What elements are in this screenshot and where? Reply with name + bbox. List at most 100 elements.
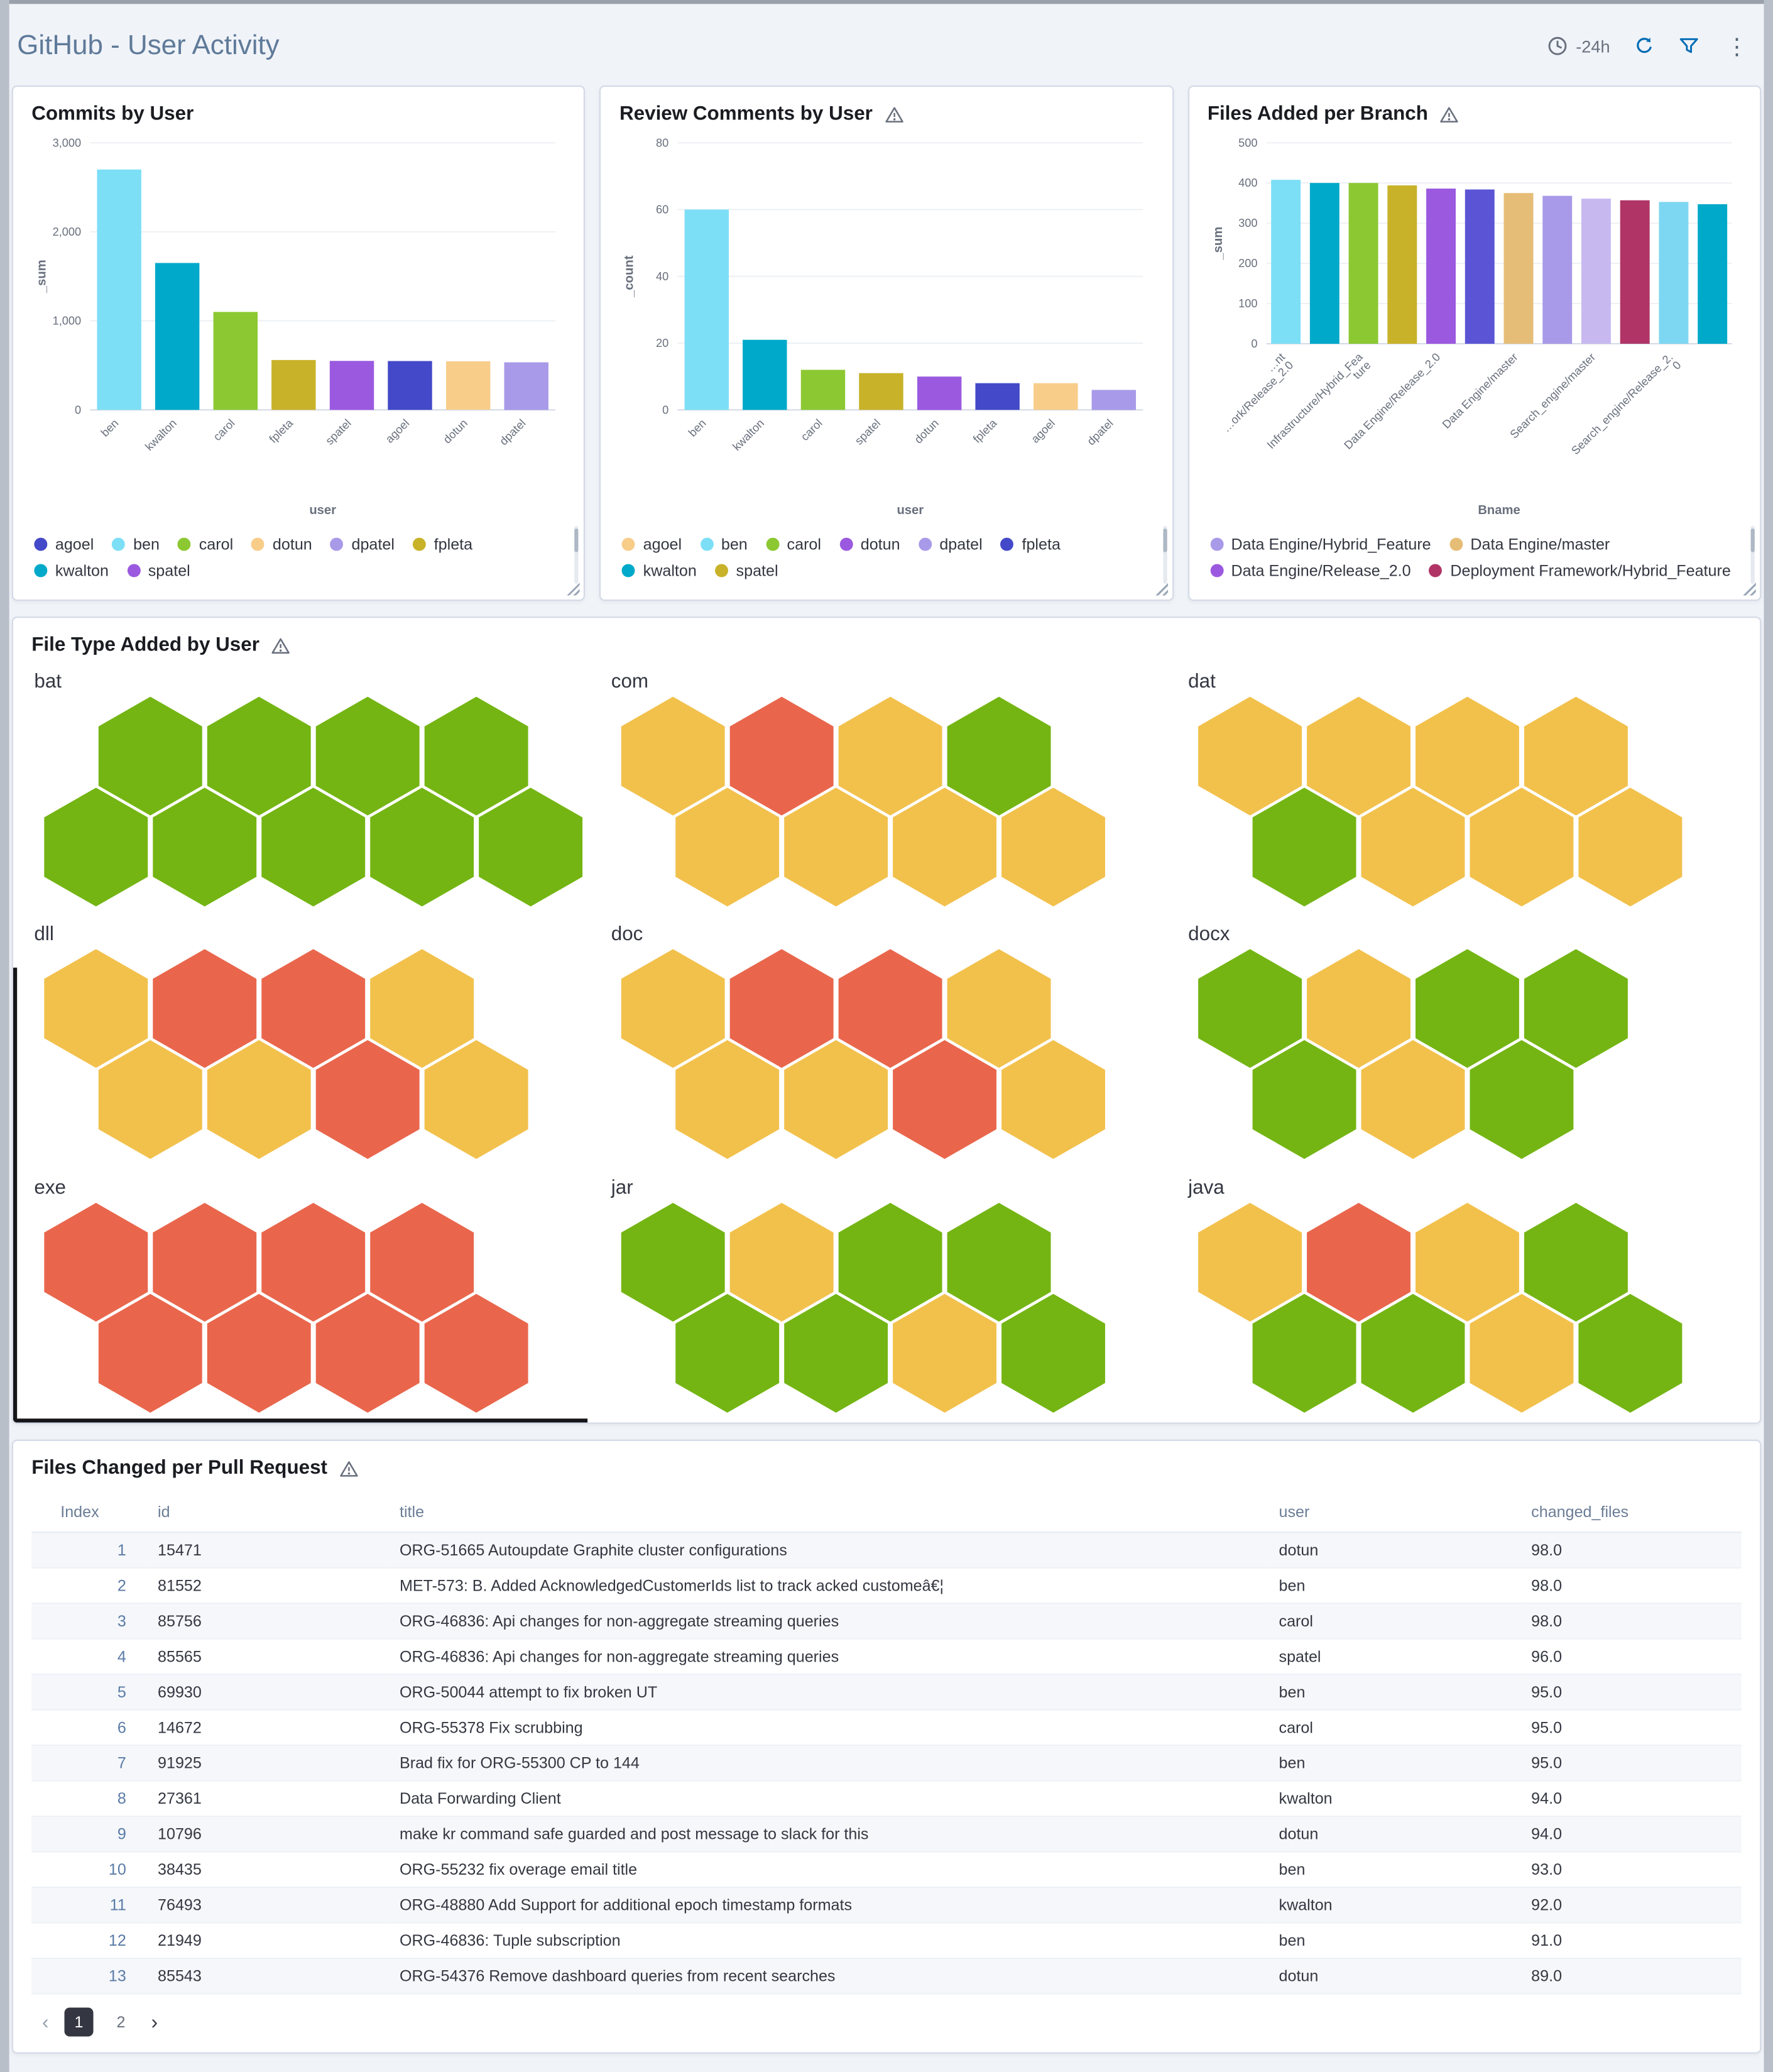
hex-cell[interactable] [621, 696, 725, 816]
legend-item[interactable]: kwalton [34, 561, 109, 579]
hex-cell[interactable] [1361, 1040, 1465, 1159]
bar[interactable] [743, 339, 788, 410]
hex-cell[interactable] [424, 696, 528, 816]
legend-item[interactable]: dotun [839, 535, 900, 553]
hex-cell[interactable] [44, 949, 148, 1069]
hex-cell[interactable] [838, 949, 942, 1069]
hex-cell[interactable] [1578, 1293, 1683, 1413]
hex-cell[interactable] [424, 1040, 528, 1159]
hex-cell[interactable] [1252, 787, 1356, 907]
bar[interactable] [329, 361, 374, 410]
legend-item[interactable]: dpatel [918, 535, 983, 553]
hex-cell[interactable] [947, 696, 1051, 816]
hex-cell[interactable] [370, 949, 474, 1069]
hex-cell[interactable] [207, 696, 311, 816]
hex-cell[interactable] [315, 696, 420, 816]
hex-cell[interactable] [729, 949, 834, 1069]
legend-item[interactable]: ben [112, 535, 160, 553]
panel-resize-handle[interactable] [564, 579, 581, 596]
hex-cell[interactable] [838, 696, 942, 816]
bar[interactable] [445, 361, 491, 410]
hex-cell[interactable] [1524, 949, 1628, 1069]
column-header-changed_files[interactable]: changed_files [1520, 1492, 1742, 1533]
hex-cell[interactable] [1198, 1202, 1302, 1322]
page-button-1[interactable]: 1 [64, 2007, 94, 2037]
hex-cell[interactable] [1524, 696, 1628, 816]
bar[interactable] [976, 383, 1020, 410]
warning-icon[interactable] [1440, 104, 1459, 124]
legend-item[interactable]: agoel [622, 535, 682, 553]
hex-cell[interactable] [947, 1202, 1051, 1322]
legend-item[interactable]: kwalton [622, 561, 697, 579]
hex-cell[interactable] [315, 1293, 420, 1413]
bar[interactable] [1426, 189, 1456, 344]
hex-cell[interactable] [98, 696, 202, 816]
hex-cell[interactable] [261, 1202, 366, 1322]
refresh-icon[interactable] [1634, 35, 1654, 56]
hex-cell[interactable] [1001, 787, 1105, 907]
hex-cell[interactable] [947, 949, 1051, 1069]
page-button-2[interactable]: 2 [116, 2012, 126, 2032]
legend-item[interactable]: dotun [251, 535, 312, 553]
bar[interactable] [271, 359, 316, 410]
bar[interactable] [685, 209, 729, 410]
hex-cell[interactable] [370, 1202, 474, 1322]
hex-cell[interactable] [1470, 1040, 1574, 1159]
column-header-id[interactable]: id [147, 1492, 390, 1533]
bar[interactable] [213, 312, 258, 410]
bar[interactable] [1270, 180, 1301, 344]
kebab-menu-icon[interactable]: ⋮ [1725, 33, 1748, 59]
bar[interactable] [388, 361, 432, 410]
hex-cell[interactable] [1470, 787, 1574, 907]
hex-cell[interactable] [315, 1040, 420, 1159]
legend-item[interactable]: Data Engine/Release_2.0 [1210, 561, 1411, 579]
legend-item[interactable]: carol [178, 535, 233, 553]
legend-item[interactable]: spatel [715, 561, 778, 579]
hex-cell[interactable] [153, 949, 257, 1069]
column-header-user[interactable]: user [1268, 1492, 1521, 1533]
hex-cell[interactable] [1001, 1040, 1105, 1159]
hex-cell[interactable] [1198, 949, 1302, 1069]
hex-cell[interactable] [1416, 696, 1519, 816]
hex-cell[interactable] [153, 1202, 257, 1322]
filter-icon[interactable] [1678, 35, 1699, 56]
legend-item[interactable]: spatel [127, 561, 190, 579]
hex-cell[interactable] [479, 787, 583, 907]
bar[interactable] [1619, 200, 1649, 344]
hex-cell[interactable] [98, 1040, 202, 1159]
hex-cell[interactable] [1307, 949, 1410, 1069]
legend-item[interactable]: ben [700, 535, 748, 553]
hex-cell[interactable] [784, 1293, 888, 1413]
legend-scrollbar[interactable] [1750, 525, 1755, 584]
legend-item[interactable]: fpleta [413, 535, 472, 553]
hex-cell[interactable] [729, 1202, 834, 1322]
hex-cell[interactable] [621, 1202, 725, 1322]
bar[interactable] [801, 370, 846, 410]
chevron-left-icon[interactable]: ‹ [41, 2010, 49, 2034]
hex-cell[interactable] [98, 1293, 202, 1413]
legend-item[interactable]: Deployment Framework/Hybrid_Feature [1429, 561, 1731, 579]
warning-icon[interactable] [339, 1459, 359, 1478]
hex-cell[interactable] [1307, 1202, 1410, 1322]
hex-cell[interactable] [44, 1202, 148, 1322]
hex-cell[interactable] [1198, 696, 1302, 816]
hex-cell[interactable] [207, 1040, 311, 1159]
bar[interactable] [97, 169, 141, 410]
hex-cell[interactable] [261, 949, 366, 1069]
legend-item[interactable]: Data Engine/Hybrid_Feature [1210, 535, 1431, 553]
hex-cell[interactable] [1252, 1040, 1356, 1159]
hex-cell[interactable] [1252, 1293, 1356, 1413]
legend-item[interactable]: fpleta [1001, 535, 1061, 553]
bar[interactable] [1092, 390, 1137, 410]
bar[interactable] [1309, 183, 1339, 344]
bar[interactable] [917, 376, 963, 410]
hex-cell[interactable] [1578, 787, 1683, 907]
hex-cell[interactable] [1524, 1202, 1628, 1322]
hex-cell[interactable] [675, 1293, 780, 1413]
column-header-Index[interactable]: Index [31, 1492, 148, 1533]
hexmap-horizontal-scrollbar[interactable] [13, 1418, 588, 1423]
hex-cell[interactable] [1361, 787, 1465, 907]
bar[interactable] [1348, 183, 1378, 344]
warning-icon[interactable] [885, 104, 904, 124]
hex-cell[interactable] [675, 787, 780, 907]
